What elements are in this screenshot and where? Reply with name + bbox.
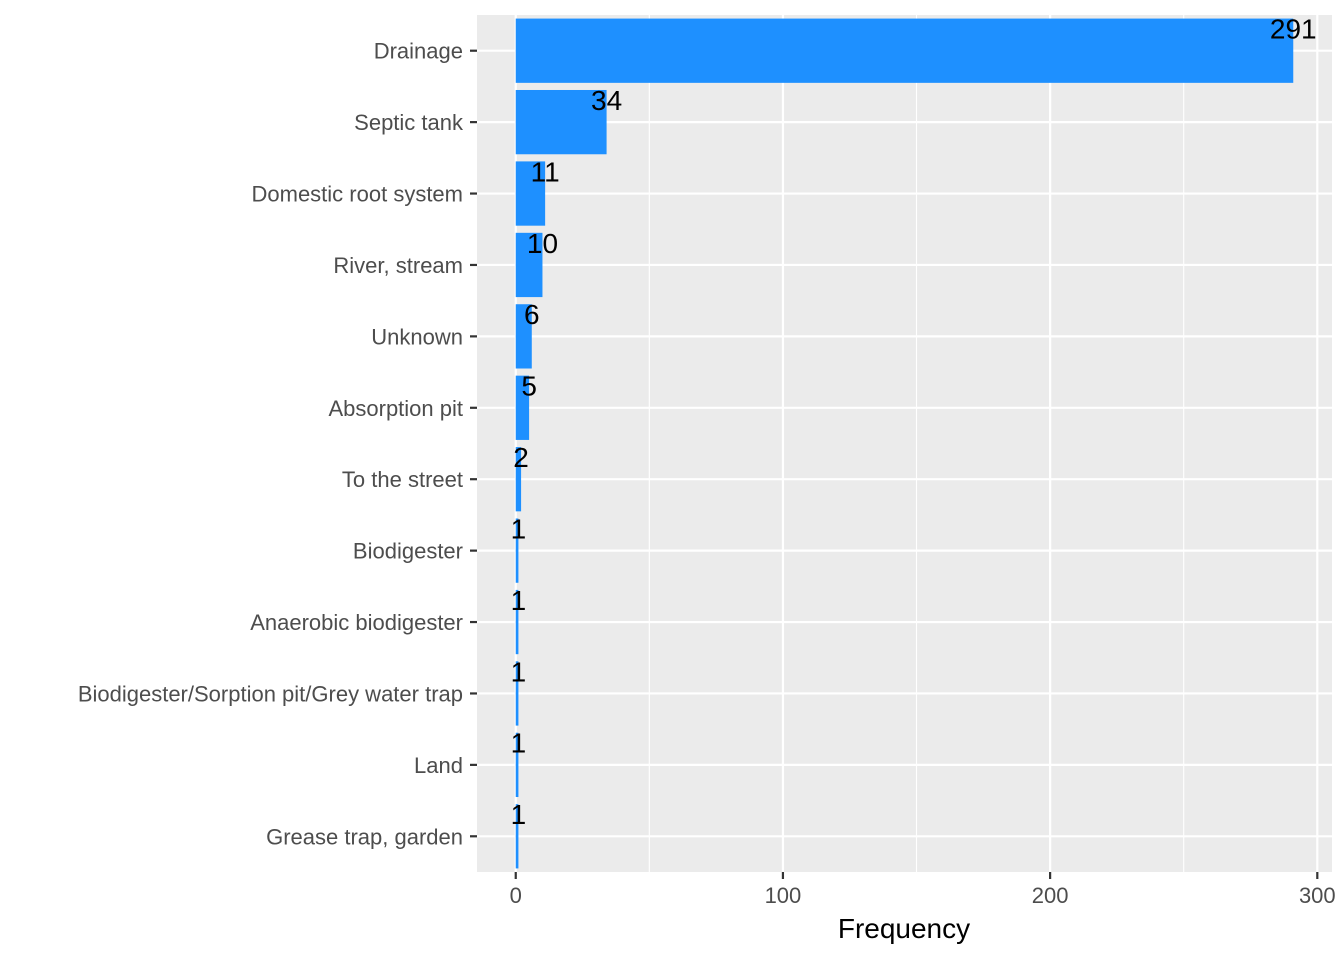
category-label: To the street [342, 467, 463, 492]
x-tick-label: 100 [765, 883, 802, 908]
data-label: 1 [511, 799, 527, 830]
bar [515, 732, 519, 798]
bar [515, 18, 1294, 83]
x-axis-title: Frequency [838, 913, 970, 944]
data-label: 34 [591, 85, 622, 116]
bar [515, 661, 519, 726]
bar [515, 232, 543, 298]
y-axis: Drainage Septic tank Domestic root system R… [78, 39, 477, 849]
category-label: Biodigester/Sorption pit/Grey water trap [78, 681, 463, 706]
bars [515, 18, 1294, 869]
bar [515, 161, 546, 226]
category-label: Absorption pit [328, 396, 463, 421]
data-label: 2 [513, 442, 529, 473]
data-label: 1 [511, 585, 527, 616]
x-tick-label: 200 [1032, 883, 1069, 908]
data-label: 1 [511, 728, 527, 759]
category-label: Unknown [371, 324, 463, 349]
category-label: River, stream [333, 253, 463, 278]
data-label: 10 [527, 228, 558, 259]
data-label: 1 [511, 513, 527, 544]
category-label: Domestic root system [252, 182, 464, 207]
data-label: 5 [521, 371, 537, 402]
plot-panel [477, 15, 1332, 872]
bar [515, 518, 519, 583]
x-axis: 0 100 200 300 [510, 872, 1336, 908]
category-label: Septic tank [354, 110, 464, 135]
category-label: Biodigester [353, 539, 463, 564]
data-label: 11 [531, 156, 560, 187]
bar [515, 89, 607, 155]
bar [515, 304, 532, 369]
data-label: 291 [1270, 14, 1317, 45]
category-label: Drainage [374, 39, 463, 64]
data-label: 6 [524, 299, 540, 330]
bar [515, 804, 519, 869]
category-label: Land [414, 753, 463, 778]
x-tick-label: 300 [1299, 883, 1336, 908]
minor-gridlines [648, 15, 1185, 872]
category-label: Grease trap, garden [266, 824, 463, 849]
category-label: Anaerobic biodigester [250, 610, 463, 635]
bar [515, 589, 519, 655]
x-tick-label: 0 [510, 883, 522, 908]
bar [515, 447, 522, 512]
data-label: 1 [511, 656, 527, 687]
bar [515, 375, 530, 440]
